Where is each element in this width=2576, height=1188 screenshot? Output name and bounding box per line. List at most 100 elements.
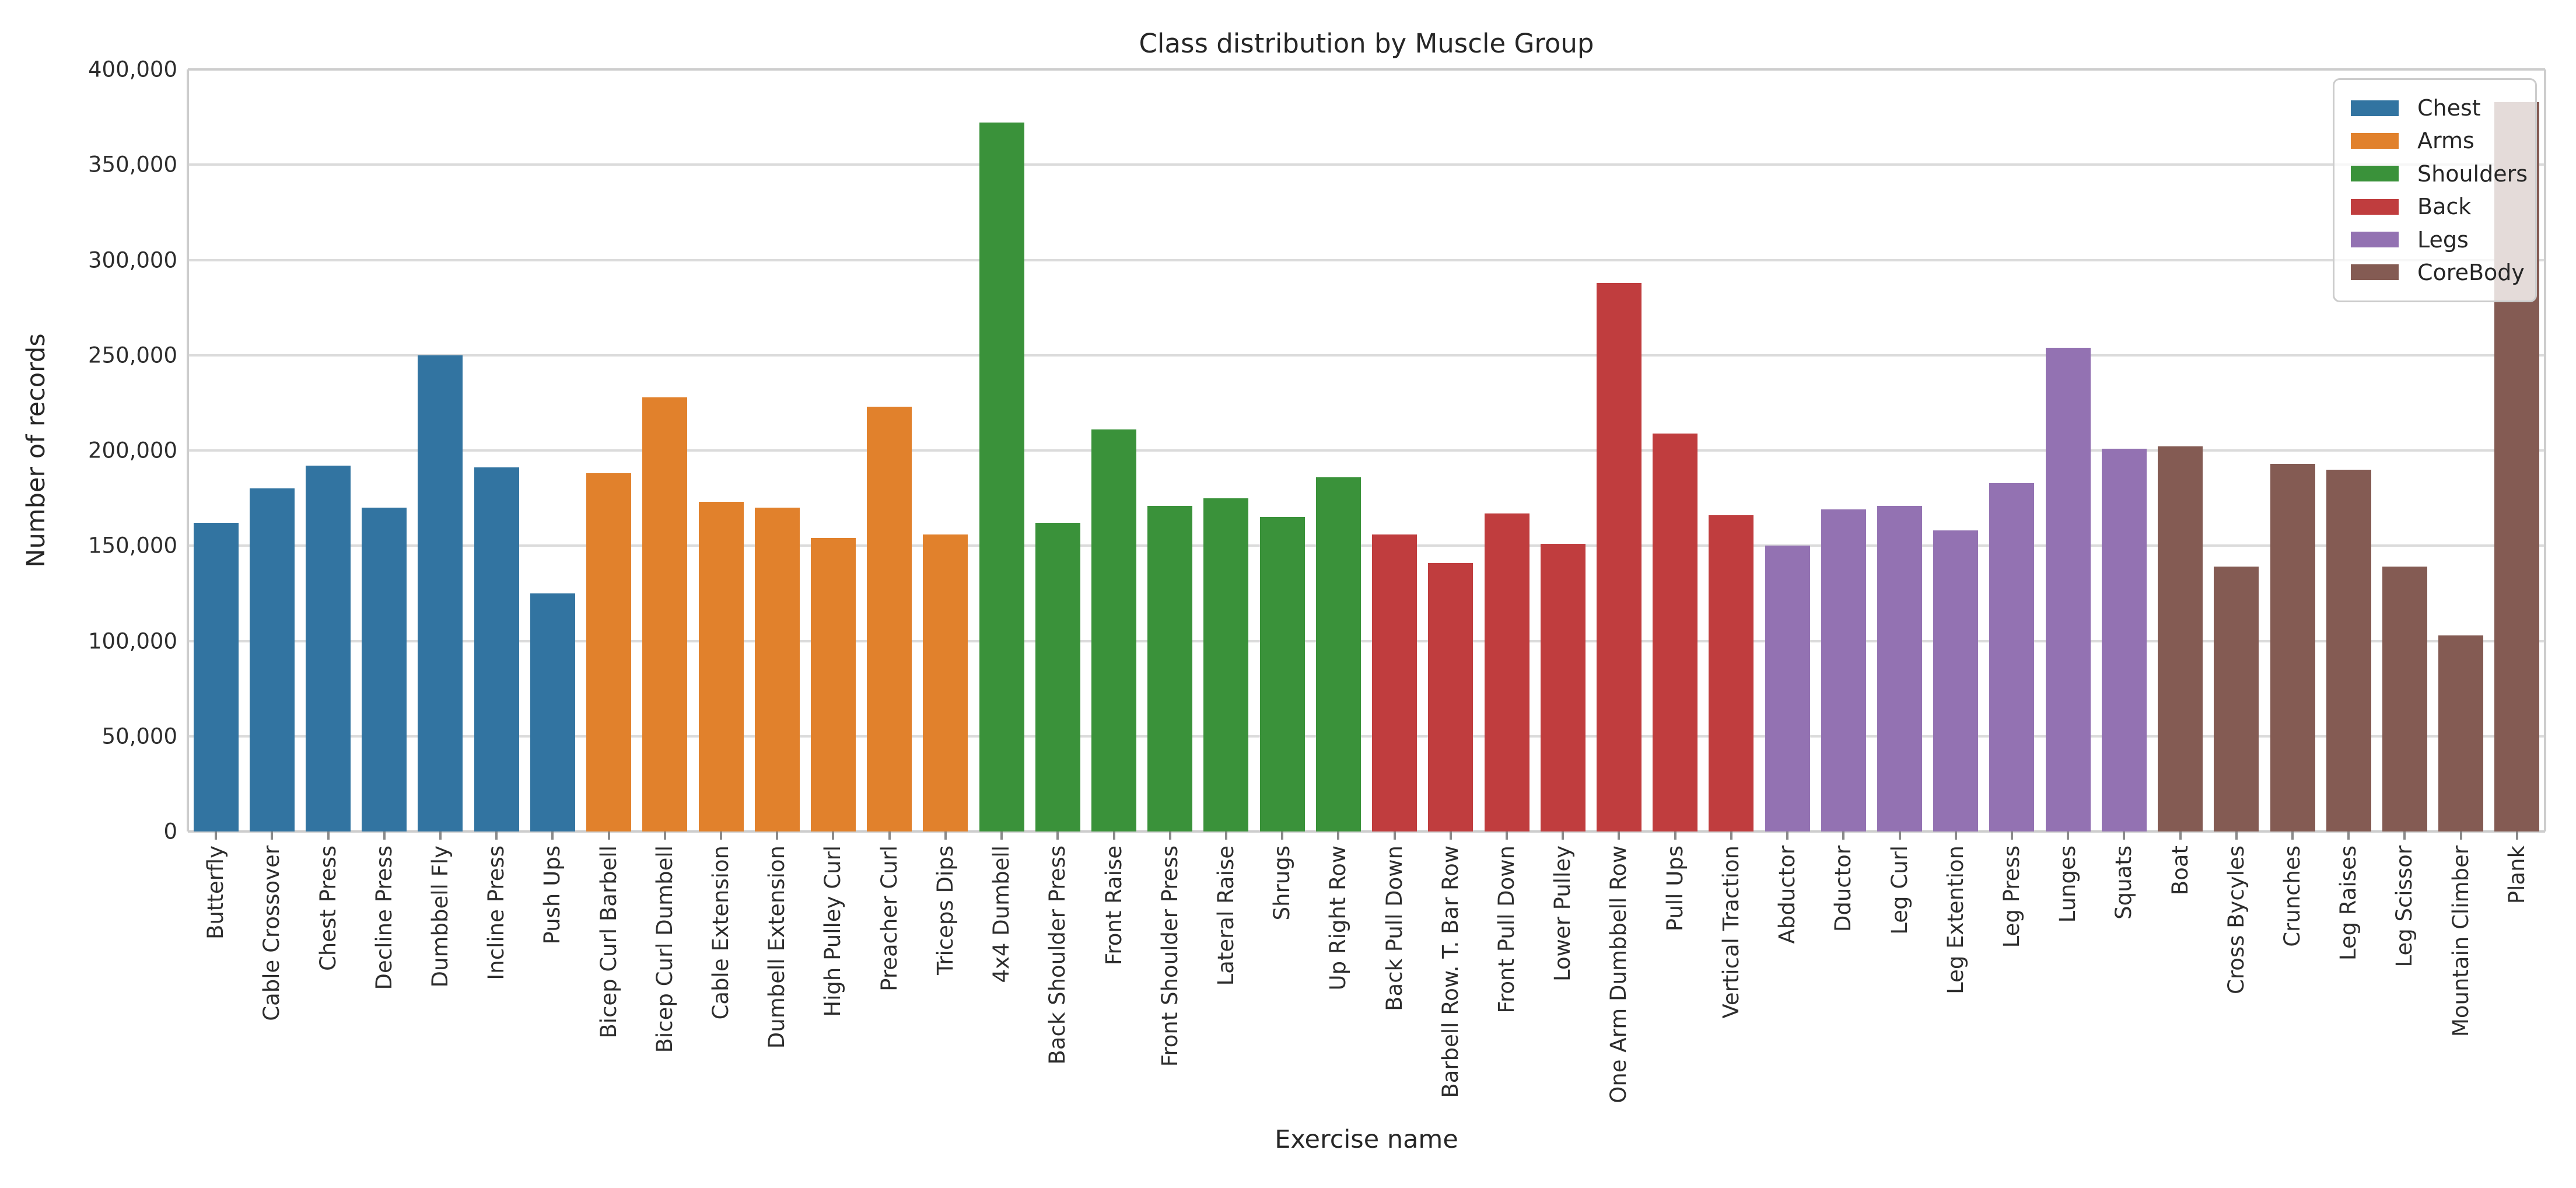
gridline bbox=[188, 258, 2545, 261]
bar bbox=[1989, 483, 2035, 831]
bar bbox=[642, 397, 688, 831]
x-tick-mark bbox=[944, 831, 947, 840]
x-tick-mark bbox=[439, 831, 442, 840]
x-tick-mark bbox=[327, 831, 330, 840]
bar bbox=[923, 534, 968, 831]
chart-title: Class distribution by Muscle Group bbox=[1139, 28, 1594, 59]
legend-swatch-icon bbox=[2351, 198, 2399, 215]
legend-label: Chest bbox=[2417, 95, 2481, 121]
bar bbox=[249, 488, 295, 831]
bar bbox=[1147, 505, 1193, 831]
x-tick-mark bbox=[1954, 831, 1957, 840]
bar bbox=[1709, 515, 1754, 831]
bar bbox=[1596, 282, 1642, 831]
x-tick-mark bbox=[1168, 831, 1171, 840]
bar bbox=[1203, 498, 1249, 831]
bar bbox=[2045, 347, 2091, 831]
x-tick-mark bbox=[1112, 831, 1115, 840]
bar bbox=[1315, 477, 1361, 831]
x-tick-mark bbox=[2515, 831, 2518, 840]
x-tick-mark bbox=[1506, 831, 1508, 840]
y-tick-label: 250,000 bbox=[88, 343, 177, 368]
y-tick-label: 200,000 bbox=[88, 438, 177, 463]
legend-label: Arms bbox=[2417, 128, 2474, 154]
x-tick-mark bbox=[1842, 831, 1845, 840]
x-tick-mark bbox=[2291, 831, 2294, 840]
x-tick-mark bbox=[2010, 831, 2013, 840]
y-tick-label: 350,000 bbox=[88, 152, 177, 177]
bar bbox=[1091, 429, 1137, 831]
bar bbox=[2326, 469, 2371, 831]
x-tick-mark bbox=[1393, 831, 1396, 840]
left-spine bbox=[187, 69, 189, 831]
bar bbox=[1933, 530, 1979, 831]
x-tick-mark bbox=[2235, 831, 2238, 840]
x-tick-mark bbox=[607, 831, 610, 840]
x-tick-mark bbox=[2459, 831, 2462, 840]
bar bbox=[754, 507, 800, 831]
bar bbox=[1372, 534, 1418, 831]
x-tick-mark bbox=[1224, 831, 1227, 840]
bar bbox=[530, 593, 575, 831]
bottom-spine bbox=[188, 830, 2545, 833]
bar bbox=[1428, 562, 1474, 831]
x-tick-mark bbox=[832, 831, 835, 840]
y-axis-label: Number of records bbox=[22, 333, 51, 568]
legend-swatch-icon bbox=[2351, 166, 2399, 182]
bar bbox=[306, 466, 351, 831]
bar bbox=[586, 473, 632, 831]
gridline bbox=[188, 544, 2545, 547]
gridline bbox=[188, 354, 2545, 357]
x-tick-mark bbox=[2347, 831, 2350, 840]
x-tick-mark bbox=[1281, 831, 1284, 840]
x-tick-mark bbox=[1730, 831, 1732, 840]
legend-item: Shoulders bbox=[2351, 161, 2528, 187]
legend-label: Legs bbox=[2417, 226, 2469, 253]
legend-item: Back bbox=[2351, 194, 2519, 219]
gridline bbox=[188, 449, 2545, 452]
bar bbox=[2158, 446, 2203, 831]
x-tick-mark bbox=[495, 831, 498, 840]
x-tick-mark bbox=[663, 831, 666, 840]
gridline bbox=[188, 163, 2545, 166]
bar bbox=[2270, 463, 2315, 831]
bar bbox=[1484, 513, 1530, 831]
bar bbox=[2382, 567, 2427, 831]
x-tick-mark bbox=[1898, 831, 1901, 840]
x-tick-mark bbox=[888, 831, 891, 840]
bar bbox=[362, 507, 407, 831]
legend-label: Back bbox=[2417, 194, 2472, 220]
x-tick-mark bbox=[1449, 831, 1452, 840]
x-tick-mark bbox=[271, 831, 274, 840]
legend-label: Shoulders bbox=[2417, 160, 2528, 187]
x-tick-mark bbox=[1674, 831, 1676, 840]
bar bbox=[1259, 517, 1305, 831]
bar bbox=[2438, 635, 2484, 831]
gridline bbox=[188, 735, 2545, 738]
legend-swatch-icon bbox=[2351, 232, 2399, 248]
bar bbox=[698, 502, 744, 831]
y-tick-label: 400,000 bbox=[88, 57, 177, 82]
y-tick-label: 100,000 bbox=[88, 628, 177, 654]
y-tick-label: 50,000 bbox=[102, 724, 177, 749]
y-tick-label: 300,000 bbox=[88, 247, 177, 272]
bar bbox=[474, 467, 519, 831]
x-tick-mark bbox=[1056, 831, 1059, 840]
bar bbox=[979, 123, 1024, 831]
x-tick-mark bbox=[2403, 831, 2406, 840]
legend-item: Legs bbox=[2351, 227, 2519, 253]
x-tick-mark bbox=[1618, 831, 1620, 840]
x-axis-label: Exercise name bbox=[1275, 1125, 1458, 1154]
x-tick-mark bbox=[1337, 831, 1340, 840]
bar bbox=[867, 406, 912, 831]
x-tick-mark bbox=[551, 831, 554, 840]
legend-swatch-icon bbox=[2351, 100, 2399, 116]
bar bbox=[1653, 433, 1698, 831]
x-tick-mark bbox=[1000, 831, 1003, 840]
bar bbox=[1765, 546, 1810, 831]
legend-swatch-icon bbox=[2351, 132, 2399, 149]
x-tick-mark bbox=[1786, 831, 1789, 840]
legend-item: Chest bbox=[2351, 95, 2519, 121]
legend-swatch-icon bbox=[2351, 264, 2399, 281]
